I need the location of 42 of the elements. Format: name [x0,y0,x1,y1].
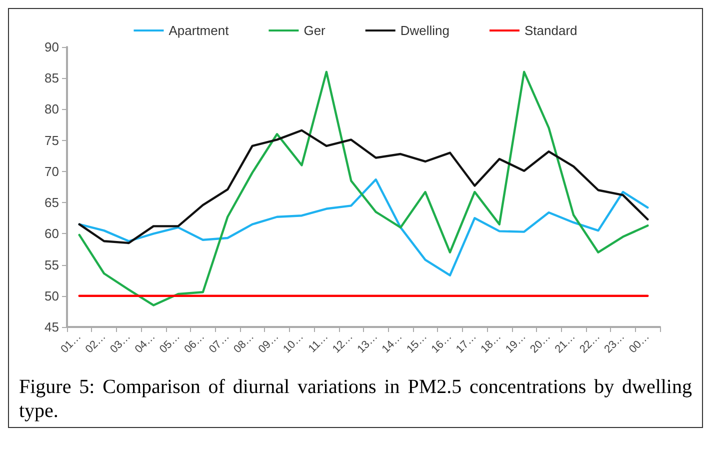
y-tick-label: 65 [44,195,59,210]
line-series [78,70,649,306]
x-tick-label: 09… [256,330,282,356]
x-tick-label: 00… [626,330,652,356]
x-tick-label: 22… [578,330,602,356]
y-tick-label: 50 [44,288,59,304]
y-tick-label: 90 [44,40,59,54]
x-tick-label: 17… [454,330,479,356]
x-tick-label: 12… [330,330,356,356]
caption: Figure 5: Comparison of diurnal variations in PM2.5 concentrations by dwelling type. [18,375,693,424]
legend-label: Dwelling [400,23,450,38]
x-tick-label: 04… [132,330,158,356]
y-tick-label: 55 [44,257,59,272]
x-tick-label: 13… [355,330,380,356]
x-tick-label: 23… [602,330,628,356]
x-tick-label: 11… [306,330,331,356]
legend-label: Ger [304,23,326,38]
legend-label: Standard [524,23,578,38]
y-tick-label: 45 [44,320,59,334]
x-tick-label: 03… [108,330,134,356]
y-tick-label: 85 [44,70,59,86]
line-series [78,129,649,244]
x-tick-label: 16… [429,330,454,356]
x-tick-label: 15… [404,330,430,356]
x-tick-label: 20… [528,330,554,356]
x-tick-label: 06… [182,330,208,356]
legend-label: Apartment [168,23,230,38]
x-tick-label: 05… [158,330,182,356]
x-tick-label: 14… [380,330,405,356]
x-tick-label: 02… [83,330,108,356]
x-tick-label: 10… [281,330,306,356]
x-tick-label: 19… [503,330,528,356]
y-tick-label: 70 [44,164,59,179]
x-tick-label: 18… [478,330,504,356]
x-tick-label: 08… [232,330,257,356]
y-tick-label: 75 [44,132,59,148]
x-tick-label: 07… [206,330,232,356]
x-tick-label: 21… [552,330,578,356]
y-tick-label: 80 [44,102,59,117]
y-tick-label: 60 [44,226,59,242]
x-tick-label: 01… [58,330,84,356]
line-series [78,178,649,276]
